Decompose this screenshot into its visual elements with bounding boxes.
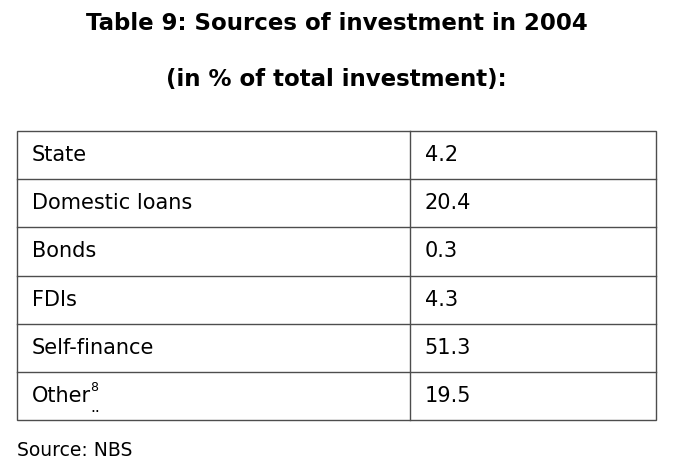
Text: 0.3: 0.3 xyxy=(425,241,458,262)
Text: Bonds: Bonds xyxy=(32,241,96,262)
Text: FDIs: FDIs xyxy=(32,290,77,310)
Text: 20.4: 20.4 xyxy=(425,193,471,213)
Text: Table 9: Sources of investment in 2004: Table 9: Sources of investment in 2004 xyxy=(85,12,588,35)
Text: Source: NBS: Source: NBS xyxy=(17,441,132,460)
Text: Self-finance: Self-finance xyxy=(32,338,154,358)
Text: 4.3: 4.3 xyxy=(425,290,458,310)
Text: Domestic loans: Domestic loans xyxy=(32,193,192,213)
Text: 51.3: 51.3 xyxy=(425,338,471,358)
Text: (in % of total investment):: (in % of total investment): xyxy=(166,68,507,91)
Text: Other: Other xyxy=(32,386,91,406)
Text: 8: 8 xyxy=(90,381,98,394)
Text: 19.5: 19.5 xyxy=(425,386,471,406)
Text: 4.2: 4.2 xyxy=(425,145,458,165)
Text: State: State xyxy=(32,145,87,165)
Text: ..: .. xyxy=(90,400,100,415)
